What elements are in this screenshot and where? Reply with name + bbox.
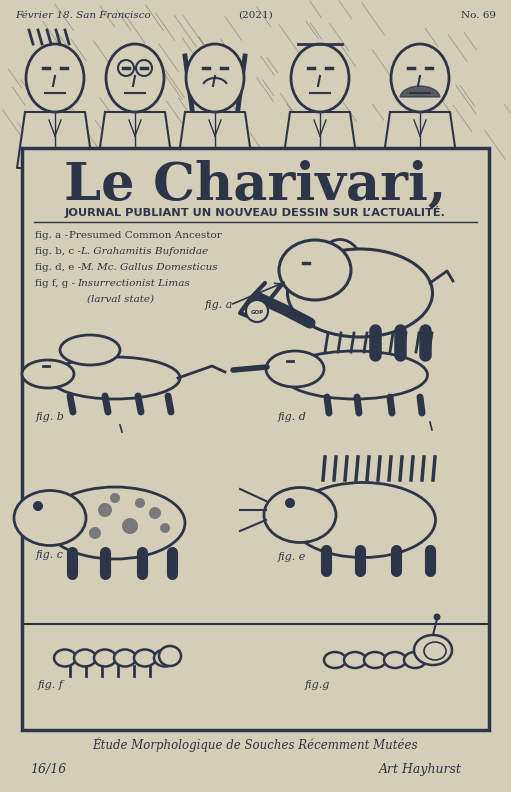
Circle shape — [33, 501, 43, 511]
Ellipse shape — [364, 652, 386, 668]
Text: Étude Morphologique de Souches Récemment Mutées: Étude Morphologique de Souches Récemment… — [92, 737, 418, 752]
Ellipse shape — [391, 44, 449, 112]
Ellipse shape — [94, 649, 116, 667]
Text: Insurrectionist Limas: Insurrectionist Limas — [77, 279, 190, 288]
Text: fig. a -: fig. a - — [35, 231, 71, 240]
Ellipse shape — [26, 44, 84, 112]
Polygon shape — [382, 112, 458, 168]
Ellipse shape — [344, 652, 366, 668]
Ellipse shape — [384, 652, 406, 668]
Circle shape — [98, 503, 112, 517]
Circle shape — [89, 527, 101, 539]
Ellipse shape — [283, 351, 428, 399]
Circle shape — [246, 300, 268, 322]
Circle shape — [122, 518, 138, 534]
Text: (larval state): (larval state) — [87, 295, 154, 304]
Text: GOP: GOP — [250, 310, 264, 314]
Ellipse shape — [404, 652, 426, 668]
Circle shape — [149, 507, 161, 519]
Text: fig. a: fig. a — [205, 300, 234, 310]
Text: fig. b, c -: fig. b, c - — [35, 247, 84, 256]
Ellipse shape — [186, 44, 244, 112]
Ellipse shape — [54, 649, 76, 667]
Text: fig. d: fig. d — [278, 412, 307, 422]
Text: L. Grahamitis Bufonidae: L. Grahamitis Bufonidae — [81, 247, 208, 256]
Polygon shape — [282, 112, 358, 168]
Text: JOURNAL PUBLIANT UN NOUVEAU DESSIN SUR L’ACTUALITÉ.: JOURNAL PUBLIANT UN NOUVEAU DESSIN SUR L… — [64, 206, 446, 218]
Bar — [22, 148, 489, 730]
Text: M. Mc. Gallus Domesticus: M. Mc. Gallus Domesticus — [81, 263, 218, 272]
Text: fig. f: fig. f — [38, 680, 64, 690]
Ellipse shape — [291, 44, 349, 112]
Text: Le Charivari,: Le Charivari, — [64, 159, 446, 211]
Ellipse shape — [14, 490, 86, 546]
Ellipse shape — [154, 649, 176, 667]
Polygon shape — [17, 112, 93, 168]
Polygon shape — [97, 112, 173, 168]
Text: fig. b: fig. b — [36, 412, 65, 422]
Ellipse shape — [74, 649, 96, 667]
Ellipse shape — [288, 249, 432, 337]
Ellipse shape — [414, 635, 452, 665]
Circle shape — [135, 498, 145, 508]
Ellipse shape — [279, 240, 351, 300]
Text: 16/16: 16/16 — [30, 763, 66, 776]
Circle shape — [110, 493, 120, 503]
Circle shape — [160, 523, 170, 533]
Text: Février 18. San Francisco: Février 18. San Francisco — [15, 11, 151, 20]
Ellipse shape — [317, 239, 362, 295]
Polygon shape — [400, 86, 440, 97]
Text: (2021): (2021) — [238, 11, 272, 20]
Ellipse shape — [266, 351, 324, 387]
Text: fig. c: fig. c — [36, 550, 64, 560]
Text: fig f, g -: fig f, g - — [35, 279, 78, 288]
Circle shape — [285, 498, 295, 508]
Circle shape — [433, 614, 440, 620]
Ellipse shape — [106, 44, 164, 112]
Ellipse shape — [324, 652, 346, 668]
Text: fig. d, e -: fig. d, e - — [35, 263, 84, 272]
Text: fig.g: fig.g — [305, 680, 331, 690]
Ellipse shape — [159, 646, 181, 666]
Text: Presumed Common Ancestor: Presumed Common Ancestor — [69, 231, 222, 240]
Ellipse shape — [264, 488, 336, 543]
Text: Art Hayhurst: Art Hayhurst — [379, 763, 462, 776]
Ellipse shape — [134, 649, 156, 667]
Text: fig. e: fig. e — [278, 552, 307, 562]
Ellipse shape — [114, 649, 136, 667]
Polygon shape — [177, 112, 253, 168]
Ellipse shape — [60, 335, 120, 365]
Text: No. 69: No. 69 — [461, 11, 496, 20]
Ellipse shape — [45, 487, 185, 559]
Ellipse shape — [22, 360, 74, 388]
Ellipse shape — [290, 482, 435, 558]
Ellipse shape — [50, 357, 180, 399]
